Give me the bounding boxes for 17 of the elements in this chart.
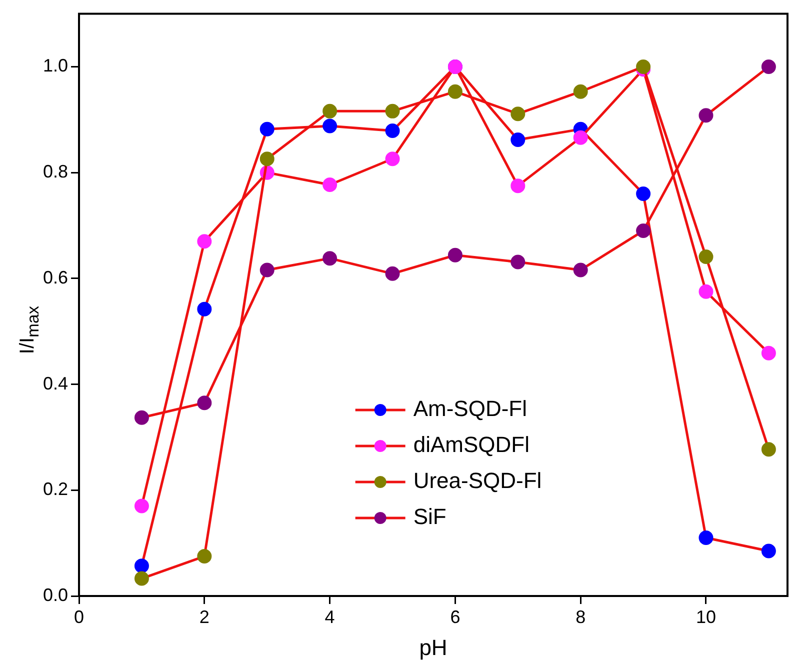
x-tick-label: 0 [74, 606, 84, 627]
x-tick-label: 2 [199, 606, 210, 627]
x-axis-title: pH [419, 634, 448, 660]
y-tick-label: 1.0 [42, 56, 68, 76]
legend-label: Urea-SQD-Fl [413, 468, 542, 494]
x-tick-label: 8 [576, 606, 586, 627]
x-tick-label: 6 [450, 606, 460, 627]
x-tick-label: 10 [696, 606, 716, 627]
legend-label: SiF [413, 504, 446, 530]
x-tick-label: 4 [324, 606, 335, 627]
y-tick-label: 0.8 [42, 162, 68, 182]
y-tick-label: 0.2 [42, 479, 68, 500]
legend-label: Am-SQD-Fl [413, 396, 527, 422]
legend-label: diAmSQDFl [413, 432, 530, 458]
y-tick-label: 0.4 [42, 373, 68, 394]
y-tick-label: 0.6 [42, 267, 68, 288]
y-tick-label: 0.0 [42, 584, 68, 605]
